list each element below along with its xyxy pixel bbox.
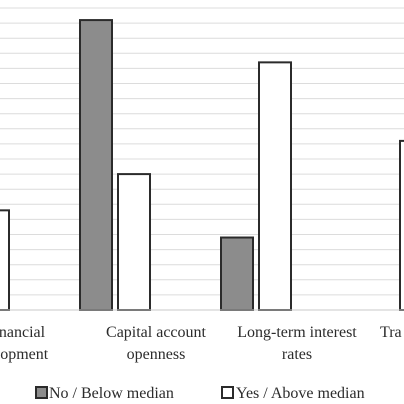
bars <box>0 19 404 312</box>
legend: No / Below median Yes / Above median <box>35 385 365 402</box>
category-labels: nancial lopment Capital account openness Lon… <box>0 324 402 363</box>
category-label: nancial <box>0 324 46 341</box>
bar-no-below-median <box>79 19 113 312</box>
category-label: Tra <box>380 324 402 341</box>
bar-yes-above-median <box>0 209 10 311</box>
category-label: rates <box>282 346 312 363</box>
category-label: openness <box>127 346 186 363</box>
bar-no-below-median <box>220 236 254 312</box>
category-label: Long-term interest <box>237 324 357 341</box>
bar-yes-above-median <box>117 173 151 311</box>
legend-label-yes-above-median: Yes / Above median <box>236 385 365 402</box>
bar-yes-above-median <box>399 139 404 311</box>
gridlines <box>0 7 404 311</box>
category-label: lopment <box>0 346 49 363</box>
legend-swatch-yes-above-median <box>221 386 234 399</box>
legend-swatch-no-below-median <box>35 386 48 399</box>
legend-label-no-below-median: No / Below median <box>49 385 174 402</box>
category-label: Capital account <box>106 324 207 341</box>
bar-yes-above-median <box>258 61 292 311</box>
